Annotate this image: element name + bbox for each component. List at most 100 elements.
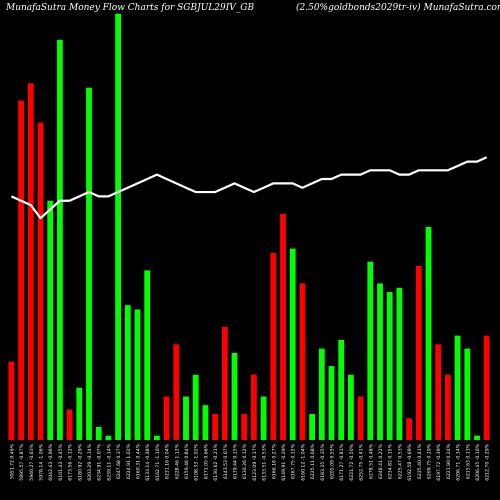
x-tick-label: 5951.72 0.46% [9,443,15,479]
bar-11 [115,13,121,440]
x-tick-label: 6203.29 -0.34% [87,443,93,480]
bar-34 [338,339,345,440]
x-tick-label: 6149.91 -0.29% [281,443,287,480]
bar-36 [357,396,364,440]
x-tick-label: 6183.35 -0.35% [320,443,326,480]
bar-15 [154,435,160,440]
x-tick-label: 6167.75 0.12% [291,443,297,479]
x-tick-label: 6247.68 0.37% [116,443,122,479]
x-tick-label: 6166.18 0.27% [271,443,277,479]
site-caption: (2.50%goldbonds2029tr-iv) MunafaSutra.co… [296,3,500,13]
x-tick-label: 6197.72 -0.39% [436,443,442,480]
x-tick-label: 6130.62 -0.21% [213,443,219,480]
bar-33 [328,366,335,440]
bar-38 [377,283,383,440]
chart-title: MunafaSutra Money Flow Charts for SGBJUL… [6,3,255,13]
bar-3 [37,122,44,440]
bar-10 [105,435,112,440]
bar-40 [396,287,403,440]
bar-29 [289,248,296,440]
x-tick-label: 6225.47 0.53% [397,443,403,479]
x-tick-label: 6139.44 0.15% [233,443,239,479]
x-tick-label: 6192.58 -0.69% [407,443,413,480]
bar-24 [241,413,248,440]
x-tick-label: 6231.16 0.04% [165,443,171,479]
bar-44 [435,344,442,440]
bar-series [8,13,490,441]
bar-1 [18,100,24,440]
x-tick-label: 5895.57 -0.87% [19,443,25,480]
bar-37 [367,261,374,440]
x-axis-labels: 5951.72 0.46% 5895.57 -0.87% 5940.27 -0.63… [9,443,490,480]
bar-25 [251,374,257,440]
x-tick-label: 6133.51 -0.53% [262,443,268,480]
x-tick-label: 6180.92 -0.29% [77,443,83,480]
bar-4 [47,200,54,440]
x-tick-label: 6221.90 0.24% [446,443,452,479]
x-tick-label: 6252.75 -0.41% [359,443,365,480]
bar-5 [57,39,63,441]
x-tick-label: 6143.53 0.07% [223,443,229,479]
bar-21 [212,413,218,440]
bar-13 [134,309,141,440]
x-tick-label: 6206.71 -0.14% [456,443,462,480]
bar-42 [415,266,422,440]
bar-43 [425,226,432,440]
bar-18 [183,396,189,440]
x-tick-label: 6215.63 0.13% [465,443,471,479]
bar-26 [260,396,267,440]
x-tick-label: 5940.27 -0.63% [29,443,35,480]
x-tick-label: 6101.43 -0.45% [58,443,64,480]
x-tick-label: 6206.45 -0.10% [475,443,481,480]
bar-17 [173,344,180,440]
bar-23 [231,353,238,440]
x-tick-label: 6171.05 0.66% [203,443,209,479]
bar-45 [445,374,451,440]
x-tick-label: 5978.14 -1.06% [39,443,45,480]
bar-28 [280,213,286,440]
x-tick-label: 6042.43 -0.96% [48,443,54,480]
bar-14 [144,270,151,440]
x-tick-label: 6248.41 0.22% [378,443,384,479]
bar-0 [8,361,15,440]
bar-31 [309,413,315,440]
average-line [10,156,488,220]
x-tick-label: 6235.40 0.41% [417,443,423,479]
x-tick-label: 6130.26 0.12% [242,443,248,479]
bar-16 [163,396,170,440]
bar-8 [86,87,92,441]
x-tick-label: 6171.27 -0.81% [339,443,345,480]
x-tick-label: 6173.56 -0.12% [68,443,74,480]
x-tick-label: 6239.11 -0.14% [106,443,112,480]
x-tick-label: 6228.46 1.12% [174,443,180,479]
bar-2 [27,83,34,441]
bar-32 [318,348,325,440]
x-tick-label: 6209.75 0.19% [427,443,433,479]
bar-12 [124,305,131,440]
bar-7 [76,387,83,440]
bar-27 [270,252,277,440]
x-tick-label: 6221.72 -0.50% [349,443,355,480]
x-tick-label: 6234.91 -0.07% [97,443,103,480]
x-tick-label: 6278.51 0.48% [368,443,374,479]
x-tick-label: 6212.70 -0.29% [485,443,491,480]
bar-30 [299,283,306,440]
bar-20 [202,405,209,440]
x-tick-label: 6108.33 -1.02% [194,443,200,480]
x-tick-label: 6225.11 0.68% [310,443,316,479]
bar-9 [95,426,102,440]
bar-41 [406,418,412,440]
x-tick-label: 6160.31 0.44% [136,443,142,479]
bar-46 [454,335,461,440]
x-tick-label: 6224.91 1.02% [126,443,132,479]
bar-49 [483,335,490,440]
x-tick-label: 6160.12 -1.04% [300,443,306,480]
x-tick-label: 6205.09 0.55% [330,443,336,479]
bar-35 [348,374,354,440]
bar-47 [464,348,471,440]
bar-39 [386,292,393,440]
x-tick-label: 6159.48 0.84% [184,443,190,479]
x-tick-label: 6123.09 -0.17% [252,443,258,480]
